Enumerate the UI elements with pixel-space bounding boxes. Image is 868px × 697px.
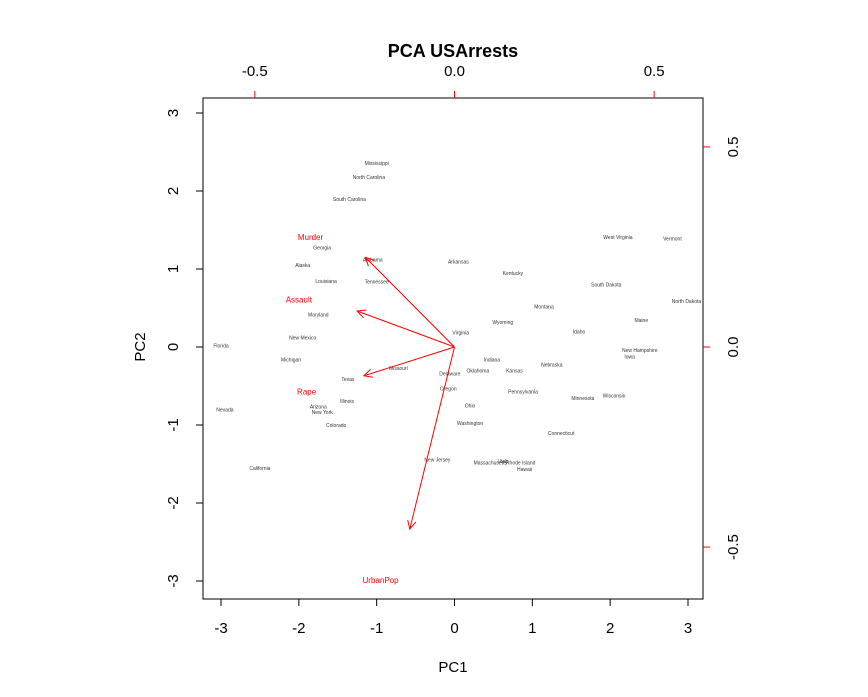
state-label: Wyoming [492,320,513,326]
state-label: Massachusetts [474,461,508,467]
state-label: Arizona [310,404,327,410]
x-axis-tick-label: -3 [214,620,227,637]
state-label: Vermont [663,237,682,243]
state-label: Ohio [465,404,476,410]
y-axis-tick-label: 1 [165,265,182,273]
state-label: Washington [457,421,483,427]
chart-title: PCA USArrests [388,41,518,61]
loading-label: UrbanPop [363,576,400,585]
loading-vectors: Murder Assault Rape UrbanPop [286,233,455,585]
state-label: New Hampshire [622,348,658,354]
state-label: Kentucky [503,271,524,277]
right-axis-tick-label: 0.5 [725,137,742,158]
state-label: Utah [497,459,508,465]
state-label: New Mexico [289,336,316,342]
y-axis-tick-label: 0 [165,343,182,351]
state-label: Wisconsin [603,393,626,399]
state-label: Tennessee [365,280,389,286]
x-axis-tick-label: -2 [292,620,305,637]
state-label: Pennsylvania [508,390,538,396]
state-label: Oregon [440,386,457,392]
state-label: Michigan [281,358,301,364]
state-label: West Virginia [603,235,632,241]
right-axis-tick-label: 0.0 [725,337,742,358]
top-axis-tick-label: 0.5 [644,63,665,80]
state-label: Montana [534,305,554,311]
state-label: Florida [213,344,229,350]
loading-arrow [357,311,455,348]
loading-label: Rape [297,387,317,396]
loading-arrow [410,346,455,529]
state-label: Arkansas [448,259,469,265]
state-label: Alabama [363,258,383,264]
x-axis-tick-label: 2 [606,620,614,637]
loading-label: Assault [286,295,313,304]
state-label: Virginia [452,330,469,336]
state-label: North Dakota [672,299,702,305]
loading-arrow [364,346,455,376]
state-label: Nevada [216,408,233,414]
axis-ticks: -3 -2 -1 0 1 2 3 -3 -2 -1 0 1 2 3 -0.5 0.0 0.5 -0.5 0.0 0.5 [165,63,742,637]
state-label: South Dakota [591,283,622,289]
x-axis-tick-label: -1 [370,620,383,637]
state-label: Idaho [573,330,586,336]
state-label: California [249,466,270,472]
state-label: Oklahoma [466,369,489,375]
x-axis-label: PC1 [438,659,467,676]
state-label: New Jersey [424,457,451,463]
state-label: Alaska [295,263,310,269]
x-axis-tick-label: 1 [528,620,536,637]
y-axis-tick-label: -3 [165,574,182,587]
state-label: Kansas [506,369,523,375]
state-label: New York [312,410,334,416]
loading-label: Murder [298,233,324,242]
y-axis-tick-label: 3 [165,109,182,117]
state-label: Missouri [389,366,408,372]
state-label: North Carolina [353,175,385,181]
state-label: Minnesota [571,396,594,402]
state-label: Illinois [340,399,354,405]
plot-frame [202,97,704,600]
x-axis-tick-label: 3 [684,620,692,637]
state-label: Louisiana [315,279,337,285]
state-label: Connecticut [548,431,575,437]
y-axis-tick-label: 2 [165,187,182,195]
state-label: Indiana [484,358,501,364]
x-axis-tick-label: 0 [450,620,458,637]
right-axis-tick-label: -0.5 [725,534,742,560]
state-label: Hawaii [517,467,532,473]
state-label: Maryland [308,312,329,318]
top-axis-tick-label: -0.5 [242,63,268,80]
state-label: Iowa [624,354,635,360]
top-axis-tick-label: 0.0 [444,63,465,80]
state-labels: Mississippi North Carolina South Carolina G… [213,161,701,473]
y-axis-tick-label: -1 [165,418,182,431]
state-label: Rhode Island [506,461,536,467]
y-axis-tick-label: -2 [165,496,182,509]
state-label: Georgia [313,245,331,251]
state-label: Texas [341,377,355,383]
y-axis-label: PC2 [132,332,149,361]
state-label: Mississippi [365,161,389,167]
state-label: Maine [634,318,648,324]
state-label: Nebraska [541,362,563,368]
state-label: Delaware [439,372,460,378]
state-label: South Carolina [333,197,366,203]
loading-arrow [365,257,455,348]
state-label: Colorado [326,423,347,429]
